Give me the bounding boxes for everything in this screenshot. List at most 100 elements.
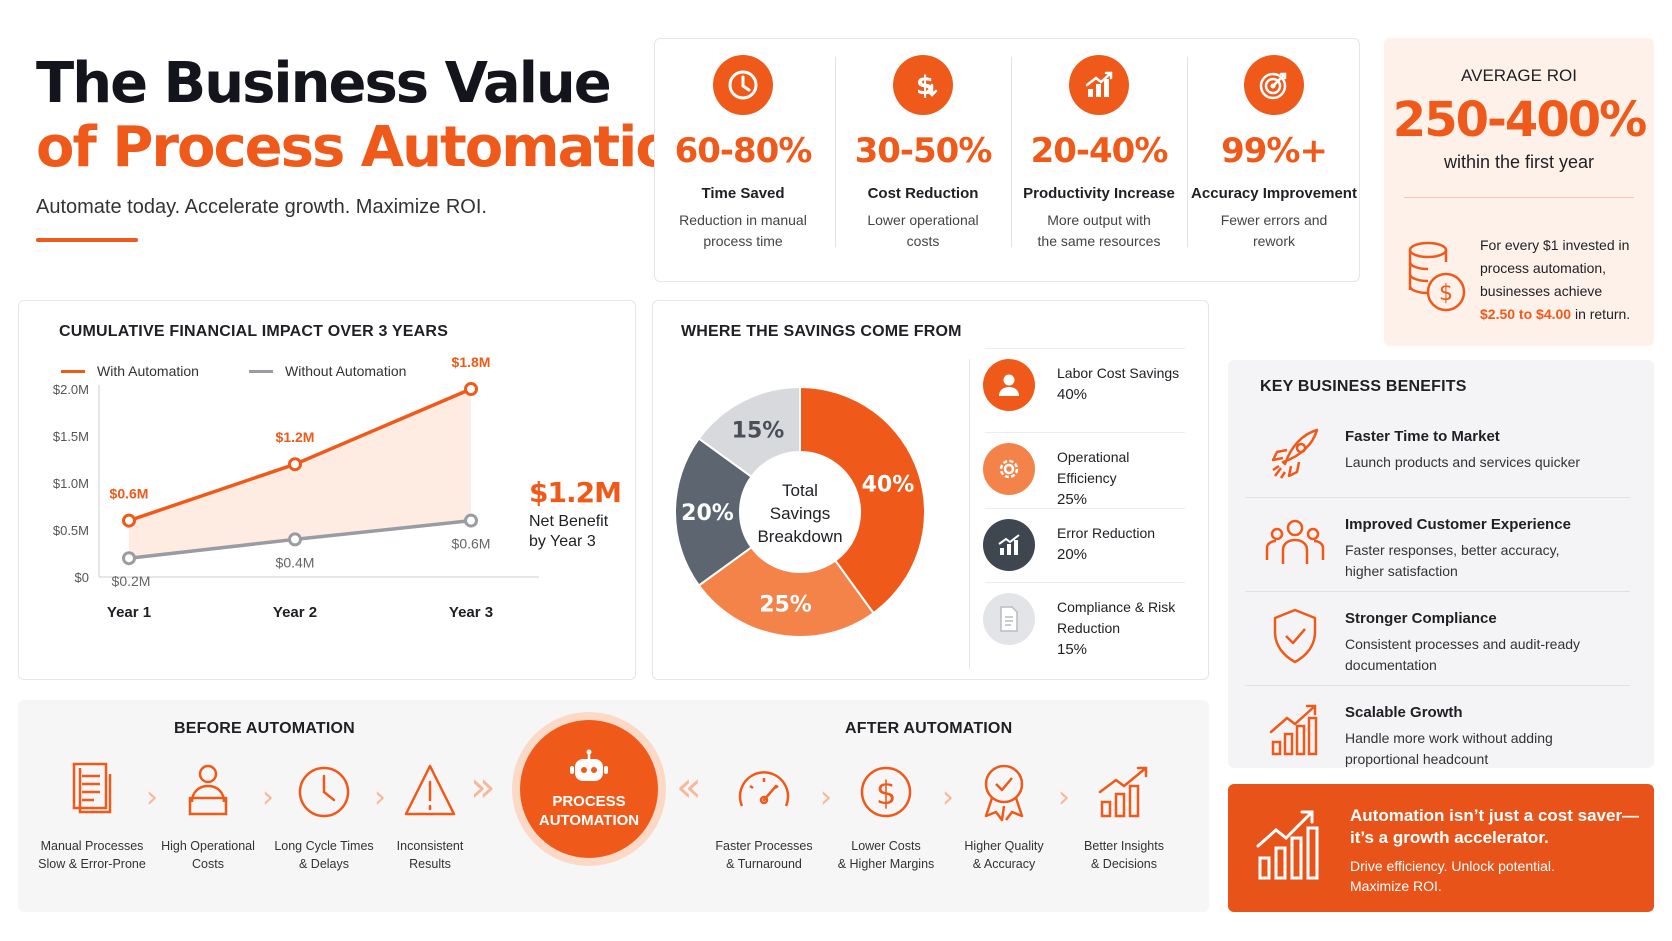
- shield-check-icon: [1263, 604, 1327, 668]
- speedometer-icon: [738, 771, 790, 807]
- stat-desc: More output with the same resources: [1037, 212, 1161, 249]
- benefit-item: Stronger Compliance Consistent processes…: [1245, 592, 1630, 686]
- savings-item: Compliance & Risk Reduction 15%: [983, 582, 1185, 678]
- before-step: High Operational Costs: [148, 760, 268, 873]
- slice-label: 20%: [681, 501, 734, 526]
- person-laptop-icon: [188, 764, 228, 816]
- benefit-title: Faster Time to Market: [1345, 428, 1500, 445]
- savings-item: Error Reduction 20%: [983, 508, 1185, 580]
- banner-line3: Drive efficiency. Unlock potential.: [1350, 858, 1555, 874]
- automation-hub: PROCESS AUTOMATION: [512, 712, 666, 866]
- stat-cost-reduction: $ 30-50% Cost Reduction Lower operationa…: [835, 39, 1011, 281]
- stat-label: Productivity Increase: [1023, 185, 1175, 202]
- savings-pct: 15%: [1057, 641, 1088, 658]
- stat-desc: Reduction in manual process time: [679, 212, 807, 249]
- stat-label: Accuracy Improvement: [1191, 185, 1357, 202]
- legend-swatch: [249, 369, 273, 373]
- stat-value: 30-50%: [854, 131, 993, 171]
- chevron-right-icon: ›: [1058, 780, 1070, 815]
- dollar-down-icon: $: [893, 55, 953, 115]
- svg-text:$: $: [876, 774, 896, 812]
- step-line2: & Delays: [298, 857, 350, 871]
- data-label: $0.6M: [110, 486, 149, 502]
- step-line2: Slow & Error-Prone: [38, 857, 146, 871]
- tagline: Automate today. Accelerate growth. Maxim…: [36, 196, 487, 218]
- slice-label: 40%: [862, 472, 915, 497]
- net-benefit-value: $1.2M: [529, 476, 622, 509]
- donut-chart: 40% 25% 20% 15% Total Savings Breakdown: [674, 385, 926, 638]
- chevron-right-icon: ›: [262, 780, 274, 815]
- chart-title: CUMULATIVE FINANCIAL IMPACT OVER 3 YEARS: [59, 323, 449, 340]
- data-point: [122, 513, 136, 528]
- donut-slice: [697, 545, 875, 638]
- financial-impact-card: CUMULATIVE FINANCIAL IMPACT OVER 3 YEARS…: [18, 300, 636, 680]
- robot-icon: [570, 749, 608, 781]
- net-benefit-annotation: $1.2M Net Benefit by Year 3: [529, 476, 622, 551]
- benefit-desc: Consistent processes and audit-ready docu…: [1345, 636, 1581, 673]
- hub-line1: PROCESS: [552, 793, 626, 810]
- x-tick-label: Year 2: [273, 604, 317, 621]
- net-benefit-line1: Net Benefit: [529, 513, 609, 530]
- growth-chart-icon: [1098, 766, 1148, 818]
- savings-pct: 40%: [1057, 386, 1088, 403]
- banner-line1: Automation isn’t just a cost saver—: [1350, 806, 1640, 825]
- stat-accuracy: 99%+ Accuracy Improvement Fewer errors a…: [1187, 39, 1361, 281]
- legend-swatch: [61, 369, 85, 373]
- benefit-item: Faster Time to Market Launch products an…: [1245, 410, 1630, 498]
- stat-label: Time Saved: [701, 185, 785, 202]
- divider: [835, 57, 836, 247]
- banner-line4: Maximize ROI.: [1350, 878, 1442, 894]
- benefit-area: [129, 389, 471, 559]
- key-benefits-card: KEY BUSINESS BENEFITS: [1228, 360, 1654, 768]
- benefit-title: Improved Customer Experience: [1345, 516, 1571, 533]
- chart-icon: [983, 519, 1035, 571]
- after-step: $ Lower Costs & Higher Margins: [826, 760, 946, 873]
- slice-label: 15%: [732, 419, 785, 444]
- warning-icon: [404, 764, 456, 816]
- step-line1: Better Insights: [1084, 839, 1164, 853]
- savings-item: Operational Efficiency 25%: [983, 432, 1185, 508]
- chevron-right-icon: ›: [820, 780, 832, 815]
- data-point: [288, 457, 302, 472]
- y-tick-label: $0.5M: [53, 523, 89, 538]
- stat-desc: Lower operational costs: [867, 212, 979, 249]
- benefit-title: Stronger Compliance: [1345, 610, 1497, 627]
- title-underline: [36, 238, 138, 242]
- roi-note: For every $1 invested in process automat…: [1480, 237, 1631, 322]
- after-step: Faster Processes & Turnaround: [704, 760, 824, 873]
- donut-hole: [742, 454, 858, 570]
- savings-item: Labor Cost Savings 40%: [983, 348, 1185, 420]
- data-point: [122, 551, 136, 566]
- document-stack-icon: [72, 762, 112, 814]
- net-benefit-line2: by Year 3: [529, 533, 596, 550]
- x-tick-label: Year 1: [107, 604, 151, 621]
- roi-heading: AVERAGE ROI: [1461, 66, 1577, 85]
- legend-with: With Automation: [61, 363, 199, 379]
- clock-icon: [298, 766, 350, 818]
- donut-slice: [799, 385, 926, 615]
- donut-slice: [674, 437, 753, 587]
- stat-label: Cost Reduction: [867, 185, 979, 202]
- banner-line2: it’s a growth accelerator.: [1350, 828, 1549, 847]
- dollar-circle-icon: $: [860, 766, 912, 818]
- step-line1: Inconsistent: [396, 839, 464, 853]
- benefit-desc: Launch products and services quicker: [1345, 454, 1581, 470]
- benefit-item: Improved Customer Experience Faster resp…: [1245, 498, 1630, 592]
- roi-value: 250-400%: [1392, 92, 1647, 148]
- benefit-desc: Faster responses, better accuracy, higher…: [1345, 542, 1560, 579]
- data-point: [464, 382, 478, 396]
- before-step: Inconsistent Results: [370, 760, 490, 873]
- step-line1: Manual Processes: [40, 839, 144, 853]
- step-line1: High Operational: [161, 839, 255, 853]
- data-label: $1.2M: [276, 429, 315, 445]
- benefit-title: Scalable Growth: [1345, 704, 1463, 721]
- savings-pct: 25%: [1057, 491, 1088, 508]
- legend-without: Without Automation: [249, 363, 406, 379]
- chart-title: WHERE THE SAVINGS COME FROM: [681, 323, 962, 340]
- banner-text: Automation isn’t just a cost saver— it’s…: [1350, 806, 1639, 894]
- step-line2: & Higher Margins: [837, 857, 935, 871]
- stat-productivity: 20-40% Productivity Increase More output…: [1011, 39, 1187, 281]
- y-tick-label: $1.0M: [53, 476, 89, 491]
- target-icon: [1244, 55, 1304, 115]
- y-tick-label: $1.5M: [53, 429, 89, 444]
